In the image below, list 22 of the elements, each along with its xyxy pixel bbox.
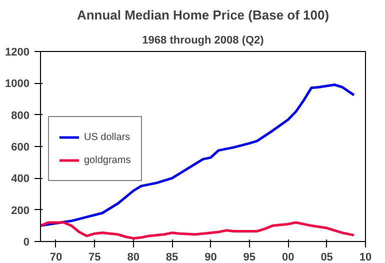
chart-subtitle: 1968 through 2008 (Q2) [142, 34, 264, 46]
legend-label: goldgrams [84, 154, 131, 166]
y-tick-label: 800 [11, 110, 30, 122]
y-tick-label: 1000 [5, 78, 30, 90]
x-tick-label: 70 [50, 252, 62, 263]
y-tick-label: 0 [23, 236, 30, 248]
x-tick-label: 90 [204, 252, 217, 263]
x-tick-label: 85 [166, 252, 178, 263]
y-tick-label: 400 [11, 173, 30, 186]
line-series [40, 84, 356, 227]
x-tick-label: 75 [88, 252, 101, 263]
legend-label: US dollars [84, 132, 130, 142]
x-tick-label: 05 [320, 252, 333, 263]
line-series [40, 221, 356, 240]
chart-title: Annual Median Home Price (Base of 100) [76, 8, 330, 22]
y-tick-label: 600 [11, 142, 30, 154]
x-tick-label: 10 [359, 252, 372, 263]
y-tick-label: 200 [11, 204, 30, 217]
x-tick-label: 00 [282, 252, 294, 263]
y-tick-label: 1200 [5, 46, 30, 58]
x-tick-label: 95 [243, 252, 256, 263]
x-tick-label: 80 [127, 252, 140, 263]
